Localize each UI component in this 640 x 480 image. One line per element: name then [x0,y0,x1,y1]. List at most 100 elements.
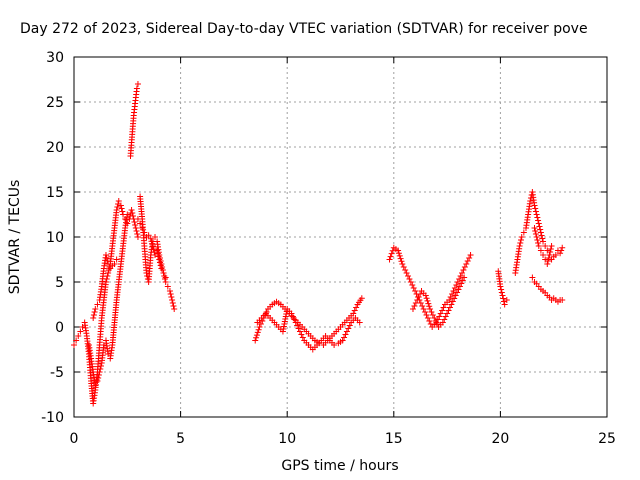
data-point [351,307,358,314]
data-point [97,366,104,372]
data-point [447,294,454,300]
data-point [426,303,433,310]
data-point [498,286,505,293]
data-series [495,268,510,308]
data-point [257,321,264,327]
data-point [132,225,139,231]
data-point [131,219,138,225]
data-point [92,306,99,312]
data-point [461,274,468,281]
data-point [456,276,463,282]
data-point [532,231,539,237]
data-point [547,246,554,252]
data-point [399,261,406,267]
data-point [94,378,101,384]
data-point [451,285,458,291]
data-point [252,337,259,344]
data-point [537,247,544,254]
data-point [161,273,168,279]
data-point [166,288,173,294]
data-point [262,312,269,318]
y-tick-label: 15 [46,185,64,201]
data-point [532,228,539,234]
data-point [113,256,120,263]
data-point [91,309,98,315]
data-point [520,229,527,236]
data-point [106,264,113,270]
data-series [85,211,131,389]
data-point [95,375,102,381]
data-point [396,252,403,259]
data-series [137,193,169,285]
data-point [342,331,349,338]
data-point [102,279,109,285]
data-point [464,258,471,264]
data-point [256,324,263,330]
data-point [412,300,419,306]
data-point [535,240,542,246]
data-point [134,231,141,237]
data-point [535,243,542,249]
data-point [387,253,394,260]
data-point [420,306,427,312]
data-point [414,297,421,303]
data-point [133,85,140,92]
data-point [498,289,505,296]
data-point [499,292,506,299]
y-tick-label: 25 [46,95,64,111]
data-point [415,294,422,300]
data-point [129,210,136,216]
data-point [92,382,99,389]
data-point [90,312,97,318]
data-series [252,295,365,348]
data-points [71,81,566,407]
data-point [253,334,260,341]
y-tick-label: -10 [41,410,64,426]
data-point [449,291,456,297]
data-point [426,318,433,324]
data-point [449,298,456,305]
data-point [117,202,124,209]
chart-title: Day 272 of 2023, Sidereal Day-to-day VTE… [20,21,588,37]
x-tick-label: 15 [385,431,403,447]
data-point [296,328,303,335]
data-point [545,255,552,261]
data-point [164,283,171,290]
data-point [133,228,140,234]
data-point [429,312,436,318]
data-point [395,247,402,254]
data-point [532,208,539,215]
data-point [157,258,164,264]
data-point [345,325,352,332]
data-point [518,234,525,240]
data-point [162,274,169,281]
data-point [439,319,446,326]
data-point [440,304,447,311]
data-point [400,264,407,270]
data-point [98,363,105,369]
data-point [105,270,112,276]
data-point [538,232,545,239]
data-point [289,313,296,320]
data-point [411,303,418,309]
axis-ticks: 0 5 10 15 20 25 -10 -5 0 5 10 15 20 25 30 [41,50,616,447]
data-point [535,220,542,227]
data-point [558,247,565,254]
data-point [412,288,419,294]
data-point [398,258,405,265]
x-tick-label: 20 [491,431,509,447]
data-point [104,258,111,264]
data-point [94,301,101,308]
data-point [517,240,524,246]
data-point [298,331,305,338]
data-point [119,208,126,215]
x-tick-label: 5 [176,431,185,447]
data-point [295,325,302,332]
data-point [403,270,410,276]
data-point [386,256,393,263]
data-point [259,318,266,324]
data-series [386,244,474,330]
data-point [339,337,346,344]
data-point [134,81,141,87]
data-point [539,235,546,242]
